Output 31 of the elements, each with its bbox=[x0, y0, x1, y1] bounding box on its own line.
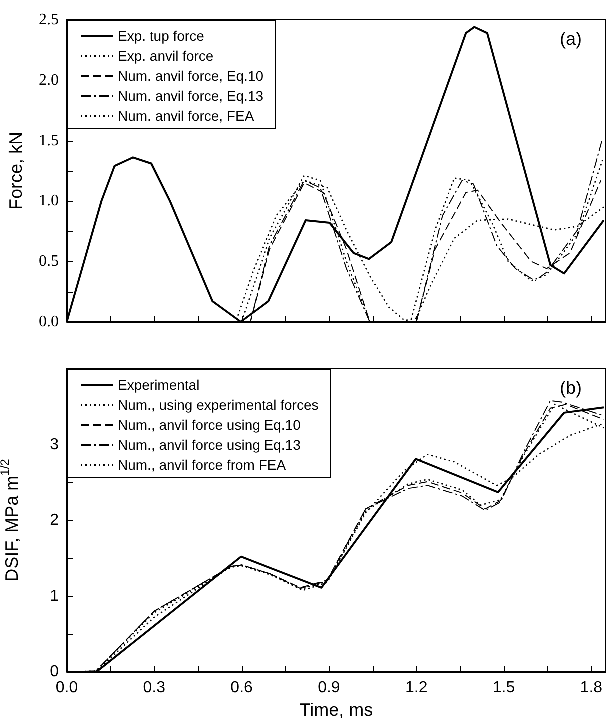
y-tick-label: 1.0 bbox=[39, 192, 59, 210]
x-tick-label: 1.2 bbox=[405, 680, 428, 696]
legend-label: Num., anvil force using Eq.10 bbox=[118, 417, 302, 433]
y-tick-label: 2.5 bbox=[39, 12, 59, 28]
y-tick-label: 0.0 bbox=[39, 314, 59, 330]
x-tick-label: 1.5 bbox=[492, 680, 516, 696]
x-tick-label: 1.8 bbox=[580, 680, 603, 696]
y-tick-label: 1.5 bbox=[39, 132, 59, 150]
y-tick-label: 2.0 bbox=[39, 72, 59, 89]
x-tick-label: 0.9 bbox=[318, 680, 340, 696]
y-axis-title: DSIF, MPa m1/2 bbox=[0, 458, 22, 582]
x-axis-title: Time, ms bbox=[300, 700, 374, 720]
legend-label: Exp. anvil force bbox=[118, 48, 214, 64]
legend-label: Num., anvil force from FEA bbox=[118, 457, 287, 473]
annotation: (a) bbox=[560, 29, 582, 49]
y-tick-label: 0.5 bbox=[39, 253, 59, 270]
y-tick-label: 3 bbox=[50, 436, 60, 454]
x-tick-label: 0.6 bbox=[230, 680, 254, 696]
y-tick-label: 0 bbox=[50, 664, 60, 680]
legend-label: Experimental bbox=[118, 377, 200, 393]
y-tick-label: 2 bbox=[50, 512, 60, 529]
legend-label: Num. anvil force, Eq.13 bbox=[118, 88, 264, 104]
x-tick-label: 0.3 bbox=[143, 680, 166, 696]
legend-label: Num., anvil force using Eq.13 bbox=[118, 437, 302, 453]
legend-label: Num. anvil force, FEA bbox=[118, 108, 255, 124]
y-tick-label: 1 bbox=[50, 588, 60, 605]
legend-label: Num. anvil force, Eq.10 bbox=[118, 68, 264, 84]
y-axis-title: Force, kN bbox=[6, 132, 26, 210]
legend-label: Num., using experimental forces bbox=[118, 397, 319, 413]
annotation: (b) bbox=[560, 378, 582, 398]
legend-label: Exp. tup force bbox=[118, 28, 205, 44]
